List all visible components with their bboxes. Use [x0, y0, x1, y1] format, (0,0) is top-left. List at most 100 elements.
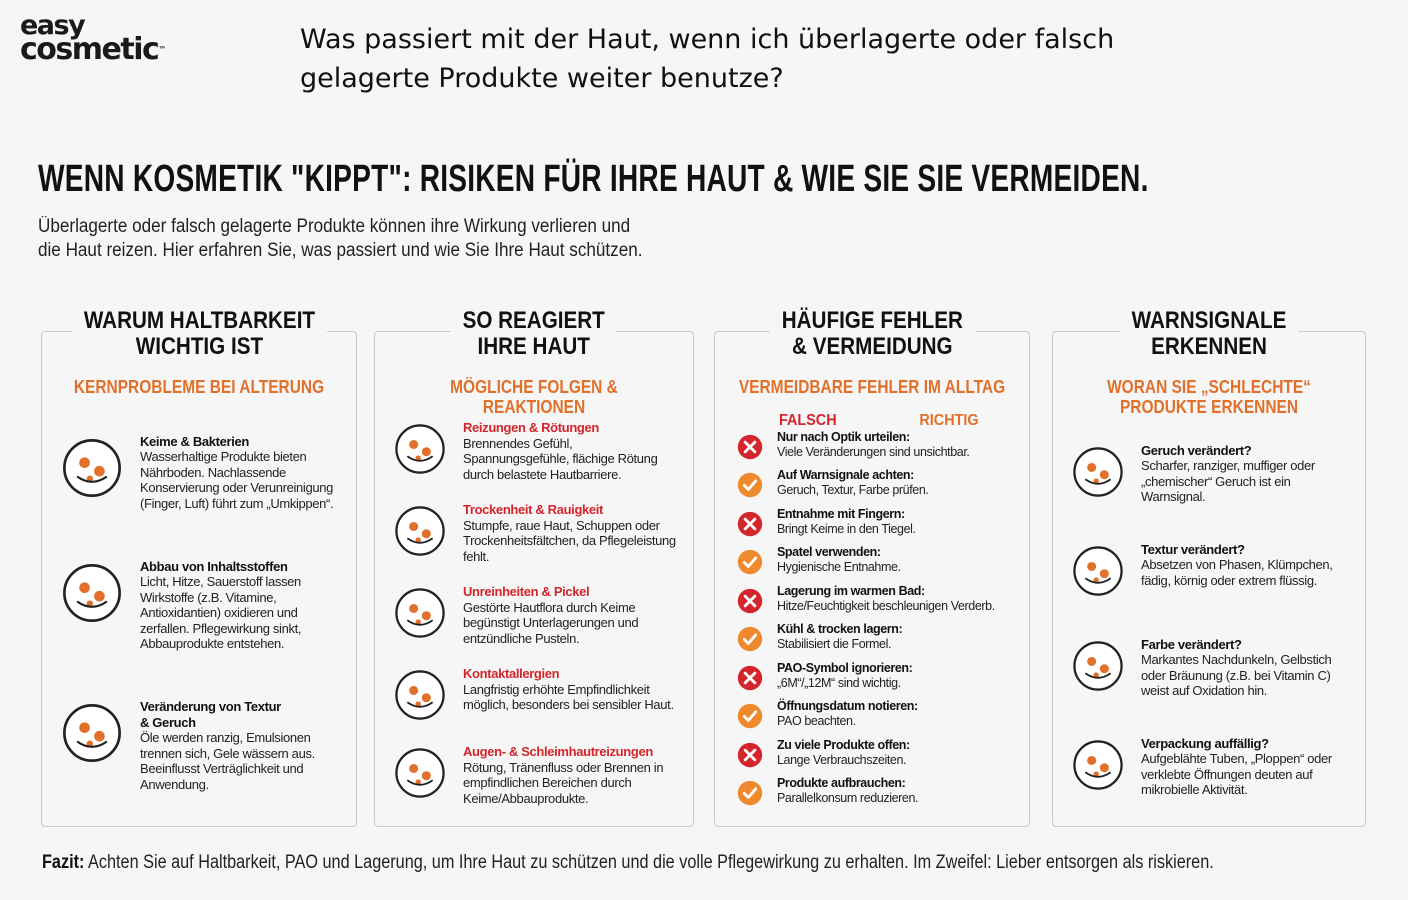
- icon: [1073, 739, 1123, 790]
- item-heading: Farbe verändert?: [1141, 636, 1242, 652]
- item-text: Keime & Bakterien Wasserhaltige Produkte …: [140, 434, 340, 512]
- mistake-desc: Bringt Keime in den Tiegel.: [777, 521, 916, 536]
- item-heading: Textur verändert?: [1141, 541, 1245, 557]
- mistake-desc: Parallelkonsum reduzieren.: [777, 790, 919, 805]
- item: Unreinheiten & Pickel Gestörte Hautflora …: [375, 584, 693, 646]
- item-text: Verpackung auffällig? Aufgeblähte Tuben, …: [1141, 736, 1349, 798]
- icon: [737, 703, 763, 729]
- item-desc: Aufgeblähte Tuben, „Ploppen“ oder verkle…: [1141, 751, 1332, 797]
- item: Geruch verändert? Scharfer, ranziger, muf…: [1053, 443, 1365, 505]
- item-desc: Wasserhaltige Produkte bieten Nährboden.…: [140, 449, 334, 511]
- mistake-row: Spatel verwenden: Hygienische Entnahme.: [715, 545, 1029, 575]
- icon: [737, 434, 763, 460]
- column-card: HÄUFIGE FEHLER & VERMEIDUNG VERMEIDBARE F…: [714, 308, 1030, 827]
- item-heading: Keime & Bakterien: [140, 433, 249, 449]
- column-title-wrap: WARUM HALTBARKEIT WICHTIG IST: [42, 308, 356, 360]
- intro: Überlagerte oder falsch gelagerte Produk…: [38, 216, 643, 261]
- item: Farbe verändert? Markantes Nachdunkeln, G…: [1053, 637, 1365, 699]
- mistake-text: Lagerung im warmen Bad: Hitze/Feuchtigkei…: [777, 584, 995, 614]
- mistake-desc: Stabilisiert die Formel.: [777, 637, 892, 652]
- item-heading: Reizungen & Rötungen: [463, 420, 599, 435]
- mistake-desc: Hygienische Entnahme.: [777, 560, 901, 575]
- icon: [737, 780, 763, 806]
- mistake-row: Zu viele Produkte offen: Lange Verbrauchs…: [715, 738, 1029, 768]
- column-subtitle: MÖGLICHE FOLGEN & REAKTIONEN: [450, 377, 618, 417]
- item-text: Trockenheit & Rauigkeit Stumpfe, raue Hau…: [463, 502, 677, 564]
- mistake-row: Auf Warnsignale achten: Geruch, Textur, F…: [715, 468, 1029, 498]
- column-title: WARUM HALTBARKEIT WICHTIG IST: [71, 308, 327, 360]
- item-text: Veränderung von Textur & Geruch Öle werde…: [140, 699, 340, 792]
- item-text: Augen- & Schleimhautreizungen Rötung, Trä…: [463, 744, 677, 806]
- mistake-row: Produkte aufbrauchen: Parallelkonsum redu…: [715, 776, 1029, 806]
- item-heading: Augen- & Schleimhautreizungen: [463, 744, 653, 759]
- item-text: Reizungen & Rötungen Brennendes Gefühl, S…: [463, 420, 677, 482]
- mistake-row: Kühl & trocken lagern: Stabilisiert die F…: [715, 622, 1029, 652]
- mistake-text: PAO-Symbol ignorieren: „6M“/„12M“ sind wi…: [777, 660, 913, 691]
- icon: [63, 704, 121, 763]
- item: Verpackung auffällig? Aufgeblähte Tuben, …: [1053, 736, 1365, 798]
- main-title: WENN KOSMETIK "KIPPT": RISIKEN FÜR IHRE …: [38, 158, 1149, 200]
- mistake-desc: Lange Verbrauchszeiten.: [777, 752, 907, 767]
- mistake-heading: Nur nach Optik urteilen:: [777, 430, 910, 444]
- column-title-wrap: HÄUFIGE FEHLER & VERMEIDUNG: [715, 308, 1029, 360]
- conclusion-text: Achten Sie auf Haltbarkeit, PAO und Lage…: [88, 852, 1214, 873]
- column-title: SO REAGIERT IHRE HAUT: [450, 308, 618, 360]
- mistake-text: Spatel verwenden: Hygienische Entnahme.: [777, 545, 901, 575]
- mistake-heading: Öffnungsdatum notieren:: [777, 699, 918, 714]
- item-text: Unreinheiten & Pickel Gestörte Hautflora …: [463, 584, 677, 646]
- item: Veränderung von Textur & Geruch Öle werde…: [42, 699, 356, 792]
- mistake-heading: PAO-Symbol ignorieren:: [777, 660, 913, 675]
- mistake-row: Entnahme mit Fingern: Bringt Keime in den…: [715, 507, 1029, 537]
- label-wrong: FALSCH: [779, 412, 837, 429]
- item-desc: Licht, Hitze, Sauerstoff lassen Wirkstof…: [140, 574, 302, 652]
- mistake-heading: Lagerung im warmen Bad:: [777, 583, 925, 598]
- icon: [395, 588, 445, 638]
- item-desc: Langfristig erhöhte Empfindlichkeit mögl…: [463, 681, 674, 713]
- item-list: Reizungen & Rötungen Brennendes Gefühl, S…: [375, 410, 693, 816]
- conclusion: Fazit: Achten Sie auf Haltbarkeit, PAO u…: [42, 852, 1214, 874]
- column-card: WARNSIGNALE ERKENNEN WORAN SIE „SCHLECHTE…: [1052, 308, 1366, 827]
- mistake-heading: Produkte aufbrauchen:: [777, 775, 906, 790]
- logo: easy cosmetic™: [20, 10, 167, 65]
- icon: [395, 748, 445, 798]
- mistake-text: Nur nach Optik urteilen: Viele Veränderun…: [777, 430, 970, 460]
- icon: [63, 438, 121, 497]
- column-card: SO REAGIERT IHRE HAUT MÖGLICHE FOLGEN & R…: [374, 308, 694, 827]
- logo-line: cosmetic™: [20, 35, 167, 65]
- item-desc: Öle werden ranzig, Emulsionen trennen si…: [140, 730, 315, 792]
- mistake-text: Entnahme mit Fingern: Bringt Keime in den…: [777, 507, 916, 537]
- column-title-wrap: WARNSIGNALE ERKENNEN: [1053, 308, 1365, 360]
- item-text: Kontaktallergien Langfristig erhöhte Empf…: [463, 666, 677, 713]
- item-desc: Rötung, Tränenfluss oder Brennen in empf…: [463, 759, 664, 806]
- icon: [737, 627, 763, 652]
- label-right: RICHTIG: [919, 412, 979, 429]
- logo-tm: ™: [158, 45, 167, 54]
- item: Textur verändert? Absetzen von Phasen, Kl…: [1053, 542, 1365, 600]
- mistake-desc: Hitze/Feuchtigkeit beschleunigen Verderb…: [777, 598, 995, 613]
- logo-word: cosmetic: [20, 32, 160, 67]
- mistake-row: PAO-Symbol ignorieren: „6M“/„12M“ sind wi…: [715, 661, 1029, 691]
- icon: [737, 473, 763, 498]
- item: Reizungen & Rötungen Brennendes Gefühl, S…: [375, 420, 693, 482]
- item-text: Farbe verändert? Markantes Nachdunkeln, G…: [1141, 637, 1349, 699]
- item-heading: Abbau von Inhaltsstoffen: [140, 558, 288, 574]
- column-subtitle: VERMEIDBARE FEHLER IM ALLTAG: [738, 377, 1006, 397]
- icon: [395, 424, 445, 474]
- mistake-heading: Kühl & trocken lagern:: [777, 622, 903, 637]
- column-subtitle: WORAN SIE „SCHLECHTE“ PRODUKTE ERKENNEN: [1107, 377, 1311, 417]
- item-heading: Kontaktallergien: [463, 666, 560, 681]
- logo-line: easy: [20, 10, 86, 41]
- icon: [1073, 640, 1123, 691]
- icon: [737, 550, 763, 575]
- icon: [395, 670, 445, 720]
- item-desc: Absetzen von Phasen, Klümpchen, fädig, k…: [1141, 557, 1333, 588]
- item-text: Textur verändert? Absetzen von Phasen, Kl…: [1141, 542, 1349, 589]
- column-title: WARNSIGNALE ERKENNEN: [1119, 308, 1299, 360]
- icon: [1073, 446, 1123, 497]
- mistake-heading: Auf Warnsignale achten:: [777, 468, 914, 483]
- item-heading: Veränderung von Textur & Geruch: [140, 699, 281, 730]
- mistake-text: Auf Warnsignale achten: Geruch, Textur, F…: [777, 468, 929, 498]
- column-title: HÄUFIGE FEHLER & VERMEIDUNG: [769, 308, 975, 360]
- mistake-row: Lagerung im warmen Bad: Hitze/Feuchtigkei…: [715, 584, 1029, 614]
- mistake-row: Öffnungsdatum notieren: PAO beachten.: [715, 699, 1029, 729]
